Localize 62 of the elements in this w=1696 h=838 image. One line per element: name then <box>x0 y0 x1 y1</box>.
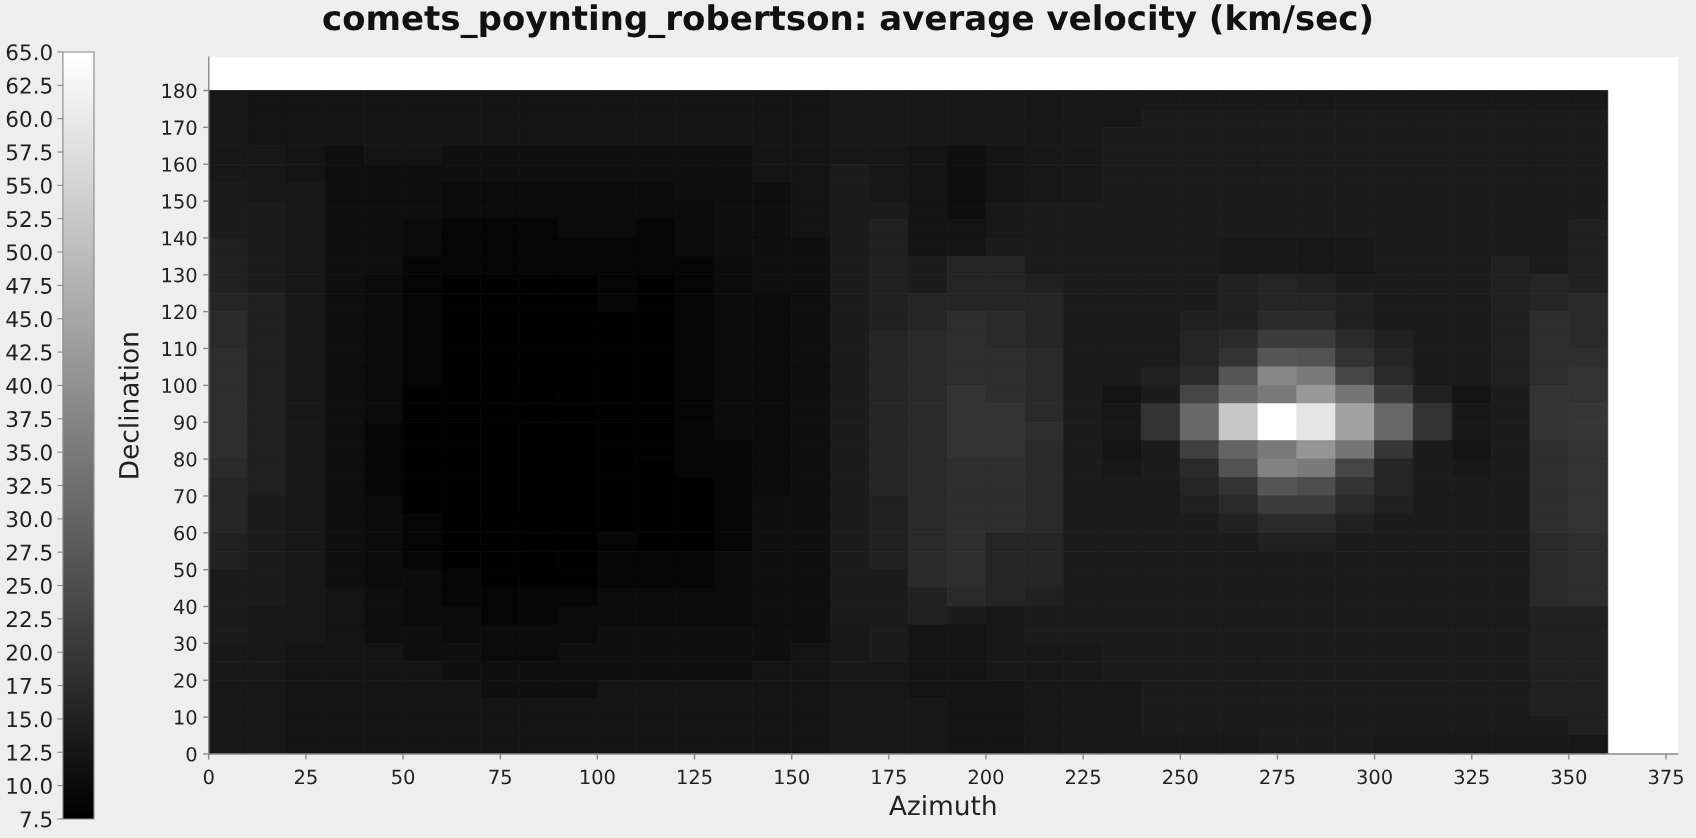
color-bar-label: 27.5 <box>6 544 52 561</box>
y-tick-label: 30 <box>174 636 197 652</box>
y-tick-label: 170 <box>162 120 197 136</box>
color-bar-label: 47.5 <box>6 277 52 294</box>
y-tick-label: 20 <box>174 673 197 688</box>
y-axis-title: Declination <box>118 333 139 478</box>
y-tick-label: 50 <box>174 562 197 578</box>
y-tick-label: 80 <box>174 452 197 467</box>
y-tick-label: 90 <box>174 415 197 430</box>
x-tick-label: 325 <box>1454 769 1489 785</box>
x-tick-label: 125 <box>678 769 712 785</box>
x-tick-label: 200 <box>968 769 1004 785</box>
color-bar-label: 25.0 <box>6 577 52 595</box>
color-bar-label: 50.0 <box>6 244 52 261</box>
x-tick-label: 150 <box>775 769 809 785</box>
color-bar-label: 65.0 <box>6 44 52 61</box>
x-tick-label: 275 <box>1260 769 1295 785</box>
x-tick-label: 225 <box>1065 769 1100 785</box>
y-tick-label: 140 <box>162 230 197 246</box>
x-tick-label: 100 <box>580 769 615 785</box>
color-bar-label: 7.5 <box>20 811 52 828</box>
x-tick-label: 0 <box>203 769 214 785</box>
color-bar-label: 30.0 <box>6 511 52 528</box>
x-tick-label: 300 <box>1357 769 1392 785</box>
y-tick-label: 40 <box>173 599 197 615</box>
color-bar-label: 12.5 <box>7 744 52 761</box>
color-bar-label: 15.0 <box>7 711 52 728</box>
color-bar-label: 35.0 <box>6 444 52 461</box>
color-bar-label: 32.5 <box>6 477 52 494</box>
y-tick-label: 120 <box>162 304 197 320</box>
color-bar-label: 52.5 <box>6 210 52 228</box>
x-tick-label: 250 <box>1163 769 1198 785</box>
color-bar-label: 17.5 <box>7 678 52 695</box>
x-tick-label: 75 <box>489 769 511 785</box>
x-axis-title: Azimuth <box>889 794 996 816</box>
y-tick-label: 100 <box>162 378 197 394</box>
color-bar-label: 10.0 <box>7 777 52 795</box>
y-tick-label: 180 <box>162 83 197 99</box>
y-tick-label: 110 <box>162 341 197 357</box>
x-tick-label: 25 <box>294 769 317 785</box>
color-bar-label: 20.0 <box>6 644 52 661</box>
x-tick-label: 50 <box>392 769 415 785</box>
color-bar-label: 60.0 <box>6 110 52 128</box>
chart-title: comets_poynting_robertson: average velocity (km/sec) <box>323 4 1372 39</box>
y-tick-label: 0 <box>186 746 197 762</box>
color-bar-label: 55.0 <box>6 177 52 194</box>
color-bar-label: 22.5 <box>6 611 52 628</box>
color-bar-label: 45.0 <box>6 310 52 328</box>
color-bar-label: 62.5 <box>6 77 52 94</box>
y-tick-label: 130 <box>162 267 197 283</box>
color-bar-label: 42.5 <box>6 344 52 361</box>
y-tick-label: 160 <box>162 157 197 172</box>
y-tick-label: 70 <box>174 488 197 504</box>
color-bar-label: 40.0 <box>6 377 52 394</box>
x-tick-label: 375 <box>1648 769 1683 785</box>
y-tick-label: 150 <box>162 194 197 209</box>
color-bar-label: 37.5 <box>6 410 52 428</box>
x-tick-label: 350 <box>1551 769 1587 785</box>
y-tick-label: 10 <box>175 710 197 725</box>
y-tick-label: 60 <box>174 525 197 541</box>
x-tick-label: 175 <box>872 769 906 785</box>
color-bar-label: 57.5 <box>6 144 52 161</box>
